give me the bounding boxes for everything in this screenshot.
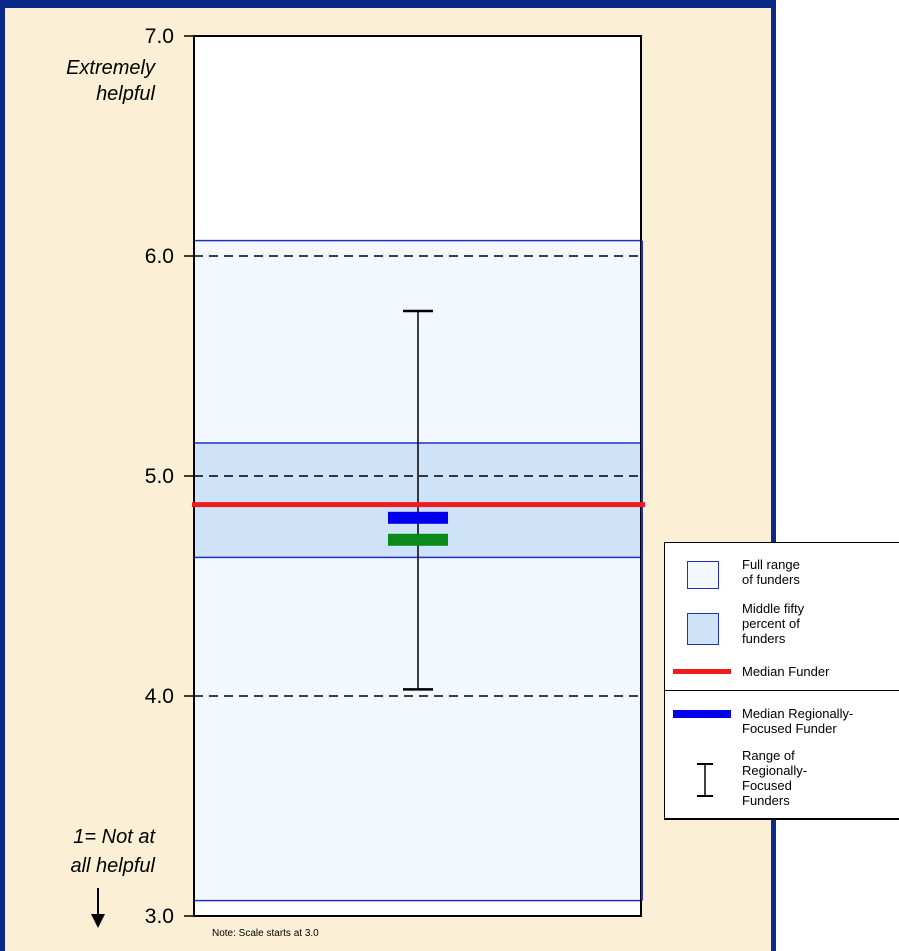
top-anchor-label-line-1: Extremely — [66, 57, 156, 79]
y-tick-label: 6.0 — [145, 245, 174, 268]
median-regional-funder-marker — [388, 511, 448, 524]
legend-full-range-swatch — [687, 561, 719, 589]
legend-separator-2 — [664, 819, 899, 820]
legend-regional-range-line-1: Range of — [742, 748, 795, 763]
legend-median-regional-line-2: Focused Funder — [742, 721, 837, 736]
legend-median-regional-line-1: Median Regionally- — [742, 706, 854, 721]
legend-regional-range-line-3: Focused — [742, 778, 792, 793]
legend-middle-fifty-line-3: funders — [742, 631, 786, 646]
iowa-west-marker — [388, 533, 448, 546]
legend-full-range-line-2: of funders — [742, 572, 800, 587]
header-strip — [0, 0, 776, 8]
top-anchor-label-line-2: helpful — [96, 83, 155, 105]
legend-middle-fifty-line-2: percent of — [742, 616, 800, 631]
scale-note: Note: Scale starts at 3.0 — [212, 928, 319, 939]
legend: Full range of funders Middle fifty perce… — [664, 542, 899, 717]
down-arrow-icon — [91, 888, 105, 928]
bottom-anchor-label-line-1: 1= Not at — [73, 826, 156, 848]
legend-regional-range-line-4: Funders — [742, 793, 790, 808]
bottom-anchor-label-line-2: all helpful — [70, 855, 155, 877]
legend-middle-fifty-swatch — [687, 613, 719, 645]
legend-median-funder-label: Median Funder — [742, 664, 830, 679]
plot-layer — [192, 35, 645, 917]
legend-separator-1 — [665, 690, 899, 691]
legend-lower: Median Regionally- Focused Funder Range … — [664, 690, 899, 819]
legend-regional-range-line-2: Regionally- — [742, 763, 808, 778]
legend-median-funder-swatch — [673, 669, 731, 674]
y-tick-label: 4.0 — [145, 685, 174, 708]
tick-layer: 7.0 6.0 5.0 4.0 3.0 — [145, 25, 194, 928]
y-tick-label: 3.0 — [145, 905, 174, 928]
y-tick-label: 7.0 — [145, 25, 174, 48]
legend-median-regional-swatch — [673, 710, 731, 718]
legend-range-icon — [697, 763, 713, 797]
chart: 7.0 6.0 5.0 4.0 3.0 Extremely helpful 1= Not… — [66, 25, 645, 939]
y-tick-label: 5.0 — [145, 465, 174, 488]
legend-full-range-line-1: Full range — [742, 557, 800, 572]
legend-middle-fifty-line-1: Middle fifty — [742, 601, 805, 616]
